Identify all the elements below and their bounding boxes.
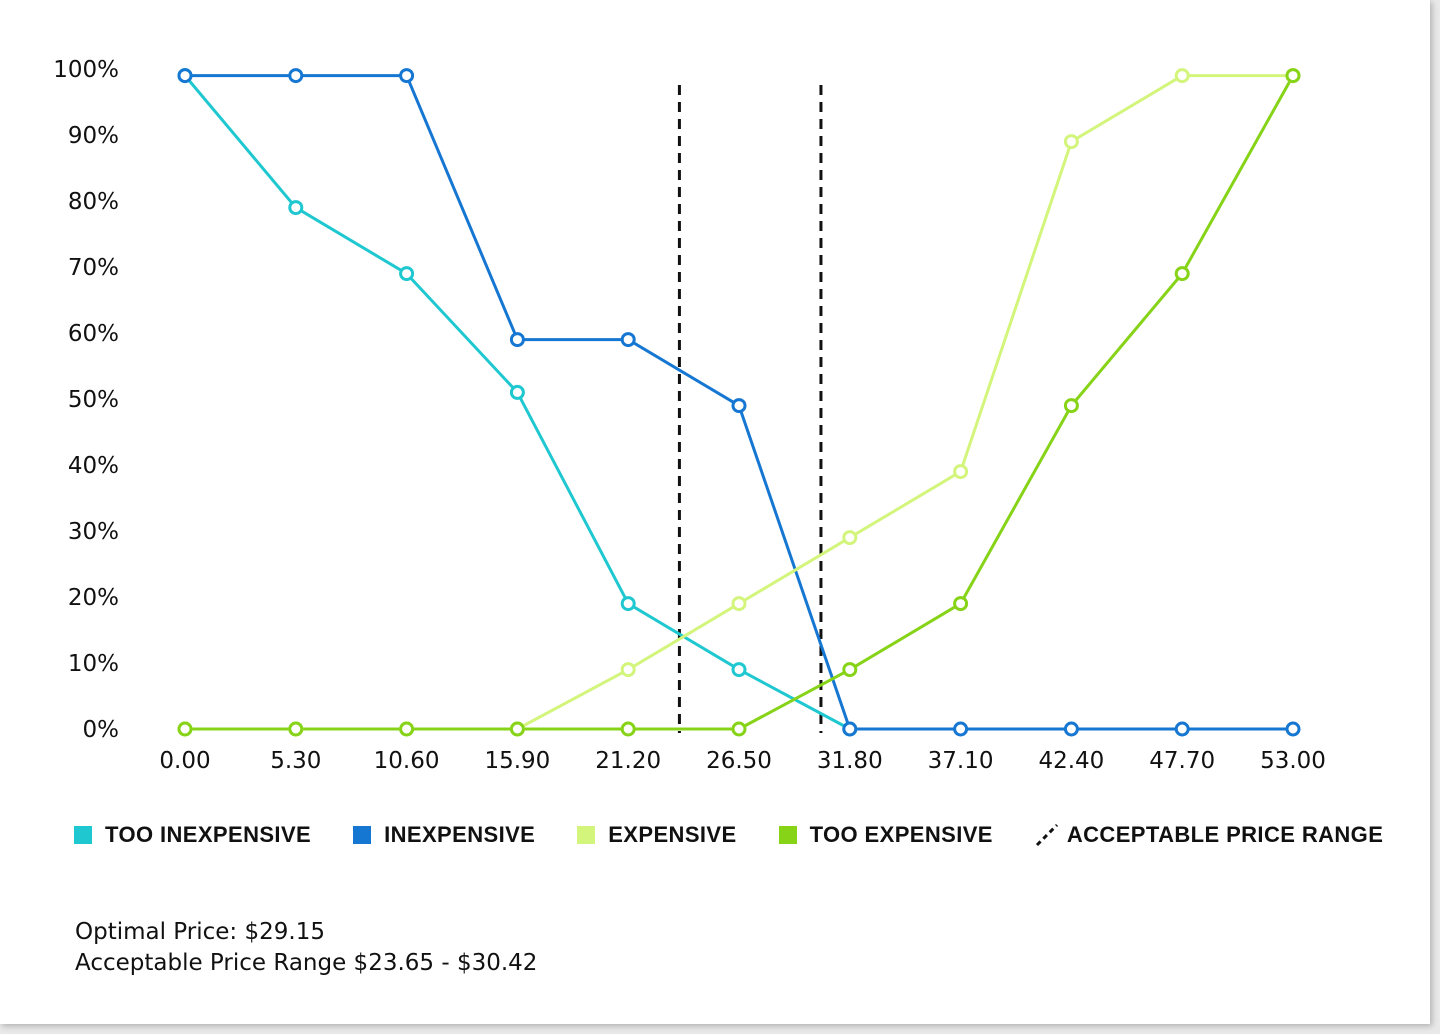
data-point-inexpensive[interactable]	[1285, 721, 1301, 737]
dashed-line-icon	[1035, 823, 1058, 847]
y-axis: 0% 10% 20% 30% 40% 50% 60% 70% 80% 90% 100%	[53, 57, 119, 743]
legend-swatch	[577, 826, 596, 844]
x-tick-label: 42.40	[1038, 748, 1104, 774]
legend-label: TOO EXPENSIVE	[809, 822, 993, 847]
price-sensitivity-chart: 0% 10% 20% 30% 40% 50% 60% 70% 80% 90% 100% 0.00 5.…	[53, 57, 1326, 774]
data-point-inexpensive[interactable]	[842, 721, 858, 737]
data-point-inexpensive[interactable]	[177, 68, 193, 84]
data-point-expensive[interactable]	[1174, 68, 1190, 84]
legend-label: EXPENSIVE	[608, 822, 737, 847]
y-tick-label: 60%	[68, 321, 119, 347]
data-point-too-expensive[interactable]	[731, 721, 747, 737]
x-tick-label: 10.60	[374, 748, 440, 774]
legend-label: TOO INEXPENSIVE	[105, 822, 312, 847]
data-point-too-expensive[interactable]	[288, 721, 304, 737]
legend-item-expensive[interactable]: EXPENSIVE	[577, 822, 736, 848]
data-point-too-expensive[interactable]	[509, 721, 525, 737]
data-point-inexpensive[interactable]	[620, 332, 636, 348]
legend-swatch	[74, 826, 92, 844]
legend: TOO INEXPENSIVE INEXPENSIVE EXPENSIVE TO…	[74, 822, 1383, 848]
legend-item-too-expensive[interactable]: TOO EXPENSIVE	[778, 822, 993, 848]
y-tick-label: 50%	[68, 387, 119, 413]
data-point-too-inexpensive[interactable]	[509, 384, 525, 400]
series-line-too-inexpensive	[183, 74, 851, 731]
series-points	[177, 68, 1301, 737]
data-point-inexpensive[interactable]	[288, 68, 304, 84]
data-point-too-expensive[interactable]	[953, 596, 969, 612]
x-tick-label: 47.70	[1149, 748, 1215, 774]
y-tick-label: 70%	[68, 255, 119, 281]
x-tick-label: 0.00	[159, 748, 210, 774]
data-point-too-inexpensive[interactable]	[288, 200, 304, 216]
data-point-inexpensive[interactable]	[731, 398, 747, 414]
data-point-expensive[interactable]	[953, 464, 969, 480]
legend-label: ACCEPTABLE PRICE RANGE	[1066, 822, 1384, 847]
x-tick-label: 21.20	[595, 748, 661, 774]
optimal-price-text: Optimal Price: $29.15	[75, 919, 325, 945]
data-point-too-inexpensive[interactable]	[399, 266, 415, 282]
data-point-inexpensive[interactable]	[399, 68, 415, 84]
y-tick-label: 10%	[68, 651, 119, 677]
data-point-too-expensive[interactable]	[1174, 266, 1190, 282]
y-tick-label: 100%	[53, 57, 119, 83]
data-point-too-expensive[interactable]	[842, 662, 858, 678]
x-tick-label: 37.10	[928, 748, 994, 774]
data-point-expensive[interactable]	[731, 596, 747, 612]
y-tick-label: 90%	[68, 123, 119, 149]
data-point-too-expensive[interactable]	[1285, 68, 1301, 84]
y-tick-label: 30%	[68, 519, 119, 545]
y-tick-label: 80%	[68, 189, 119, 215]
data-point-too-expensive[interactable]	[177, 721, 193, 737]
x-tick-label: 5.30	[270, 748, 321, 774]
data-point-too-inexpensive[interactable]	[731, 662, 747, 678]
data-point-inexpensive[interactable]	[509, 332, 525, 348]
data-point-expensive[interactable]	[842, 530, 858, 546]
acceptable-range-text: Acceptable Price Range $23.65 - $30.42	[75, 950, 538, 976]
data-point-expensive[interactable]	[1063, 134, 1079, 150]
legend-item-too-inexpensive[interactable]: TOO INEXPENSIVE	[74, 822, 311, 848]
data-point-too-expensive[interactable]	[1063, 398, 1079, 414]
x-tick-label: 53.00	[1260, 748, 1326, 774]
x-axis: 0.00 5.30 10.60 15.90 21.20 26.50 31.80 37.10 42…	[159, 748, 1326, 774]
legend-item-inexpensive[interactable]: INEXPENSIVE	[353, 822, 535, 848]
data-point-inexpensive[interactable]	[1174, 721, 1190, 737]
x-tick-label: 31.80	[817, 748, 883, 774]
data-point-too-expensive[interactable]	[620, 721, 636, 737]
y-tick-label: 20%	[68, 585, 119, 611]
data-point-inexpensive[interactable]	[1063, 721, 1079, 737]
legend-item-acceptable-price-range[interactable]: ACCEPTABLE PRICE RANGE	[1035, 822, 1383, 848]
data-point-expensive[interactable]	[620, 662, 636, 678]
y-tick-label: 0%	[83, 717, 120, 743]
x-tick-label: 15.90	[484, 748, 550, 774]
price-summary: Optimal Price: $29.15 Acceptable Price R…	[75, 917, 537, 979]
data-point-too-inexpensive[interactable]	[620, 596, 636, 612]
data-point-inexpensive[interactable]	[953, 721, 969, 737]
acceptable-price-range-lines	[677, 85, 823, 733]
legend-swatch	[353, 826, 372, 844]
y-tick-label: 40%	[68, 453, 119, 479]
x-tick-label: 26.50	[706, 748, 772, 774]
legend-label: INEXPENSIVE	[384, 822, 536, 847]
data-point-too-expensive[interactable]	[399, 721, 415, 737]
legend-swatch	[778, 826, 797, 844]
